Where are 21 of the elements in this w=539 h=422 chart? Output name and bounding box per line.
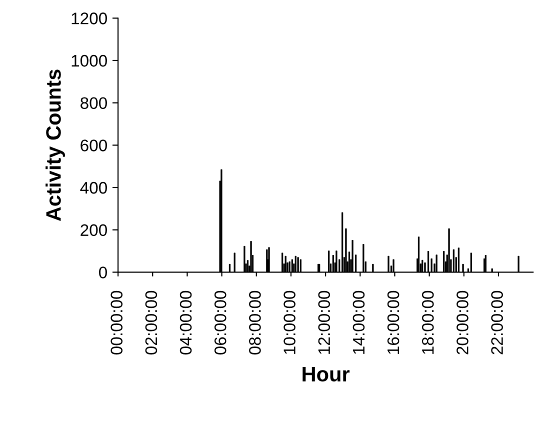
y-tick-label: 800 (80, 97, 107, 110)
y-axis-title: Activity Counts (46, 70, 65, 222)
x-tick-label: 00:00:00 (110, 290, 123, 354)
y-tick-label: 0 (99, 266, 107, 278)
x-tick-label: 20:00:00 (456, 290, 468, 354)
y-tick-label: 1200 (72, 12, 107, 24)
x-tick-label: 06:00:00 (214, 290, 226, 354)
y-tick-label: 600 (80, 140, 107, 152)
x-tick-label: 08:00:00 (249, 290, 261, 354)
x-tick-label: 22:00:00 (491, 290, 503, 354)
x-tick-label: 14:00:00 (352, 290, 365, 354)
y-tick-label: 1000 (72, 54, 107, 67)
x-tick-label: 16:00:00 (387, 290, 400, 354)
x-tick-label: 10:00:00 (284, 290, 296, 354)
x-tick-label: 12:00:00 (318, 290, 330, 354)
x-axis-title: Hour (302, 366, 350, 382)
y-tick-label: 200 (80, 224, 107, 236)
y-tick-label: 400 (80, 182, 107, 194)
x-tick-label: 18:00:00 (422, 290, 434, 354)
x-tick-label: 04:00:00 (180, 290, 192, 354)
x-tick-label: 02:00:00 (145, 290, 158, 354)
